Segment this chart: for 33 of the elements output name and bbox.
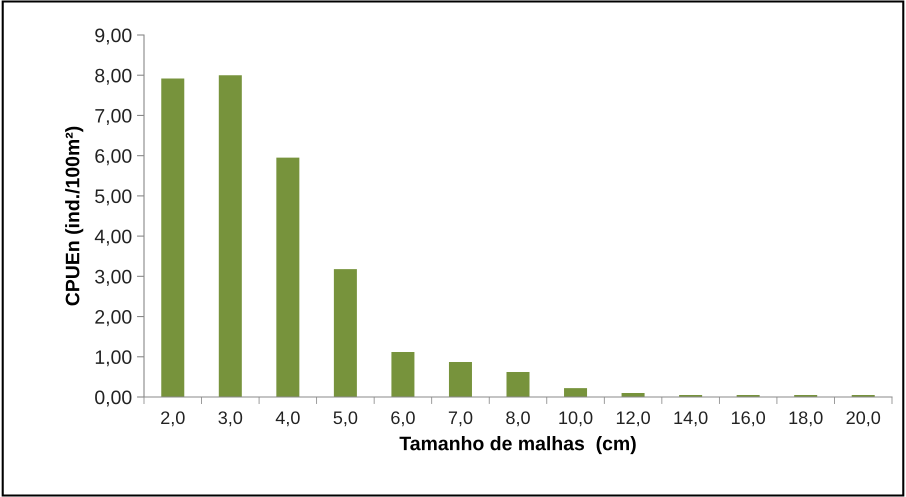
bar: [218, 75, 242, 397]
y-tick-label: 2,00: [95, 310, 132, 326]
bar: [161, 78, 184, 397]
x-tick-label: 5,0: [334, 411, 358, 426]
bar: [564, 388, 588, 397]
y-tick-label: 0,00: [95, 390, 132, 407]
x-tick-label: 8,0: [506, 411, 530, 426]
x-axis-title: Tamanho de malhas (cm): [400, 436, 636, 454]
x-tick-label: 10,0: [559, 411, 592, 426]
bar: [506, 372, 530, 397]
x-tick-label: 20,0: [846, 411, 880, 426]
bar: [448, 362, 472, 397]
y-tick-label: 1,00: [96, 350, 132, 366]
bar: [276, 158, 300, 397]
bar: [391, 352, 414, 397]
x-tick-label: 2,0: [161, 411, 185, 426]
x-tick-label: 7,0: [448, 411, 472, 426]
x-tick-label: 3,0: [218, 411, 242, 426]
x-tick-label: 12,0: [616, 411, 650, 426]
x-tick-label: 4,0: [276, 411, 300, 426]
x-tick-label: 6,0: [391, 411, 415, 426]
y-tick-label: 6,00: [95, 149, 132, 166]
y-tick-label: 3,00: [95, 270, 132, 286]
y-tick-label: 9,00: [95, 28, 132, 45]
x-tick-label: 16,0: [732, 411, 766, 426]
y-tick-label: 4,00: [94, 230, 132, 246]
bar: [334, 269, 357, 397]
x-tick-label: 18,0: [790, 411, 823, 426]
x-tick-label: 14,0: [674, 411, 708, 426]
y-tick-label: 5,00: [95, 189, 132, 206]
y-tick-label: 8,00: [95, 68, 132, 85]
y-tick-label: 7,00: [95, 108, 132, 125]
y-axis-title: CPUEn (ind./100m²): [65, 126, 84, 306]
